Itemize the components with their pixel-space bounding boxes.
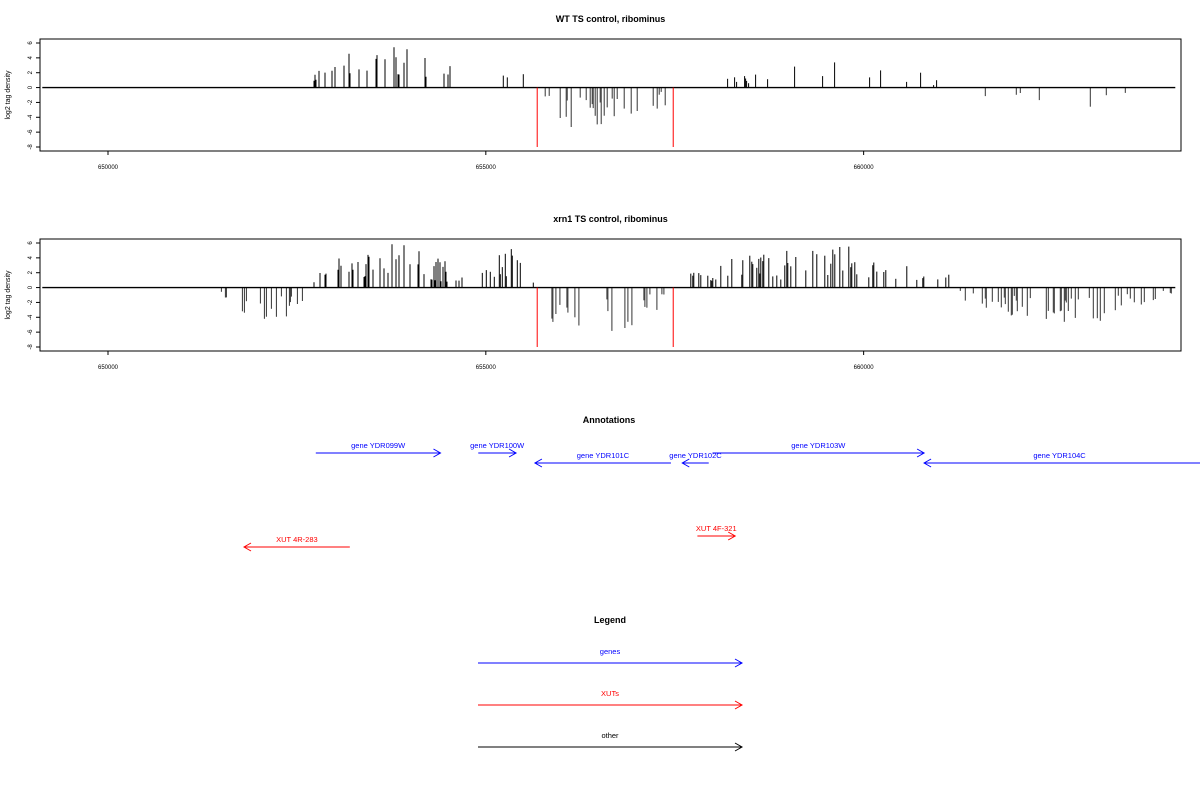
feature-label: gene YDR103W <box>791 441 846 450</box>
feature-label: gene YDR101C <box>577 451 630 460</box>
legend-label: other <box>601 731 619 740</box>
y-tick-label: -2 <box>28 99 34 105</box>
x-tick-label: 660000 <box>854 165 875 171</box>
feature-arrow-head <box>916 448 926 458</box>
y-tick-label: -4 <box>28 114 34 120</box>
y-tick-label: -8 <box>28 344 34 350</box>
feature-label: gene YDR104C <box>1033 451 1086 460</box>
y-tick-label: -4 <box>28 314 34 320</box>
feature-arrow-head <box>681 458 690 468</box>
legend-label: genes <box>600 647 621 656</box>
legend-title: Legend <box>594 615 626 625</box>
x-tick-label: 660000 <box>854 365 875 371</box>
y-tick-label: 6 <box>28 241 34 245</box>
feature-arrow-head <box>508 448 518 458</box>
annotations-title: Annotations <box>583 415 636 425</box>
density-bars <box>220 244 1172 331</box>
chart-title: WT TS control, ribominus <box>556 14 666 24</box>
feature-label: XUT 4F-321 <box>696 524 737 533</box>
density-bars <box>313 47 1126 127</box>
feature-label: XUT 4R-283 <box>276 535 318 544</box>
plot-frame <box>39 38 1182 152</box>
wt-density-panel: WT TS control, ribominus log2 tag density… <box>5 14 1182 171</box>
feature-arrow-head <box>533 458 543 468</box>
legend-arrow-head <box>734 658 744 668</box>
y-tick-label: 2 <box>28 70 34 74</box>
feature-arrow-head <box>433 448 442 458</box>
x-tick-label: 655000 <box>476 165 497 171</box>
y-tick-label: -6 <box>28 129 34 135</box>
y-tick-label: 4 <box>28 256 34 260</box>
feature-arrow-head <box>243 542 252 552</box>
y-tick-label: -6 <box>28 329 34 335</box>
y-tick-label: 4 <box>28 56 34 60</box>
y-tick-label: 0 <box>28 85 34 89</box>
feature-label: gene YDR099W <box>351 441 406 450</box>
annotations-panel: Annotations gene YDR099W gene YDR100W gene … <box>243 415 1200 552</box>
y-axis-label: log2 tag density <box>5 270 12 320</box>
y-tick-label: 2 <box>28 270 34 274</box>
chart-title: xrn1 TS control, ribominus <box>553 214 668 224</box>
y-tick-label: 0 <box>28 285 34 289</box>
feature-arrow-head <box>727 531 737 541</box>
x-tick-label: 655000 <box>476 365 497 371</box>
y-axis-label: log2 tag density <box>5 70 12 120</box>
legend-arrow-head <box>734 742 744 752</box>
legend-panel: Legend genes XUTs other <box>478 615 744 752</box>
legend-label: XUTs <box>601 689 619 698</box>
x-tick-label: 650000 <box>98 165 119 171</box>
y-tick-label: 6 <box>28 41 34 45</box>
legend-arrow-head <box>734 700 744 710</box>
x-tick-label: 650000 <box>98 365 119 371</box>
feature-arrow-head <box>923 458 932 468</box>
xrn1-density-panel: xrn1 TS control, ribominus log2 tag densi… <box>5 214 1182 371</box>
y-tick-label: -8 <box>28 144 34 150</box>
y-tick-label: -2 <box>28 299 34 305</box>
feature-label: gene YDR100W <box>470 441 525 450</box>
plot-frame <box>39 238 1182 352</box>
feature-label: gene YDR102C <box>669 451 722 460</box>
